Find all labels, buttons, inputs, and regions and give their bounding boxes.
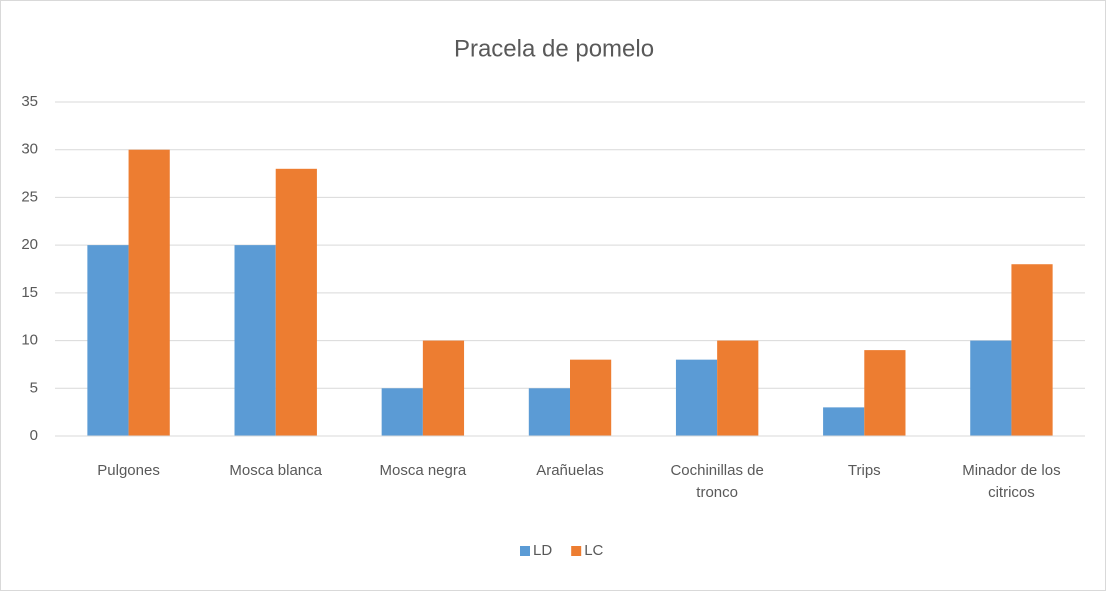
- bar: [234, 245, 276, 436]
- x-tick-label: Cochinillas de tronco: [670, 462, 764, 501]
- legend-label: LD: [533, 542, 552, 559]
- y-tick-label: 20: [21, 236, 38, 253]
- x-tick-label: Arañuelas: [536, 462, 604, 479]
- bar: [87, 245, 129, 436]
- bar: [128, 149, 170, 436]
- x-tick-label: Pulgones: [97, 462, 160, 479]
- bar: [970, 340, 1012, 436]
- bar: [381, 388, 423, 436]
- bar: [1011, 264, 1053, 436]
- legend-label: LC: [584, 542, 603, 559]
- bar: [422, 340, 465, 436]
- chart-title: Pracela de pomelo: [454, 35, 654, 62]
- bar: [675, 359, 718, 436]
- bar: [528, 388, 570, 436]
- bar: [275, 168, 317, 437]
- y-tick-label: 5: [30, 379, 38, 396]
- y-tick-label: 10: [21, 332, 38, 349]
- y-tick-label: 15: [21, 284, 38, 301]
- x-tick-label: Minador de los citricos: [962, 462, 1061, 501]
- legend-swatch: [520, 546, 530, 556]
- x-tick-label: Trips: [847, 462, 881, 479]
- bar: [570, 359, 612, 436]
- bar: [717, 340, 759, 436]
- y-tick-label: 35: [21, 93, 38, 110]
- bar: [864, 350, 906, 436]
- y-tick-label: 30: [21, 141, 38, 158]
- bar: [823, 407, 865, 436]
- y-tick-label: 25: [21, 188, 38, 205]
- y-tick-label: 0: [30, 427, 38, 444]
- x-tick-label: Mosca blanca: [229, 462, 322, 479]
- legend-swatch: [571, 546, 582, 556]
- x-tick-label: Mosca negra: [379, 462, 467, 479]
